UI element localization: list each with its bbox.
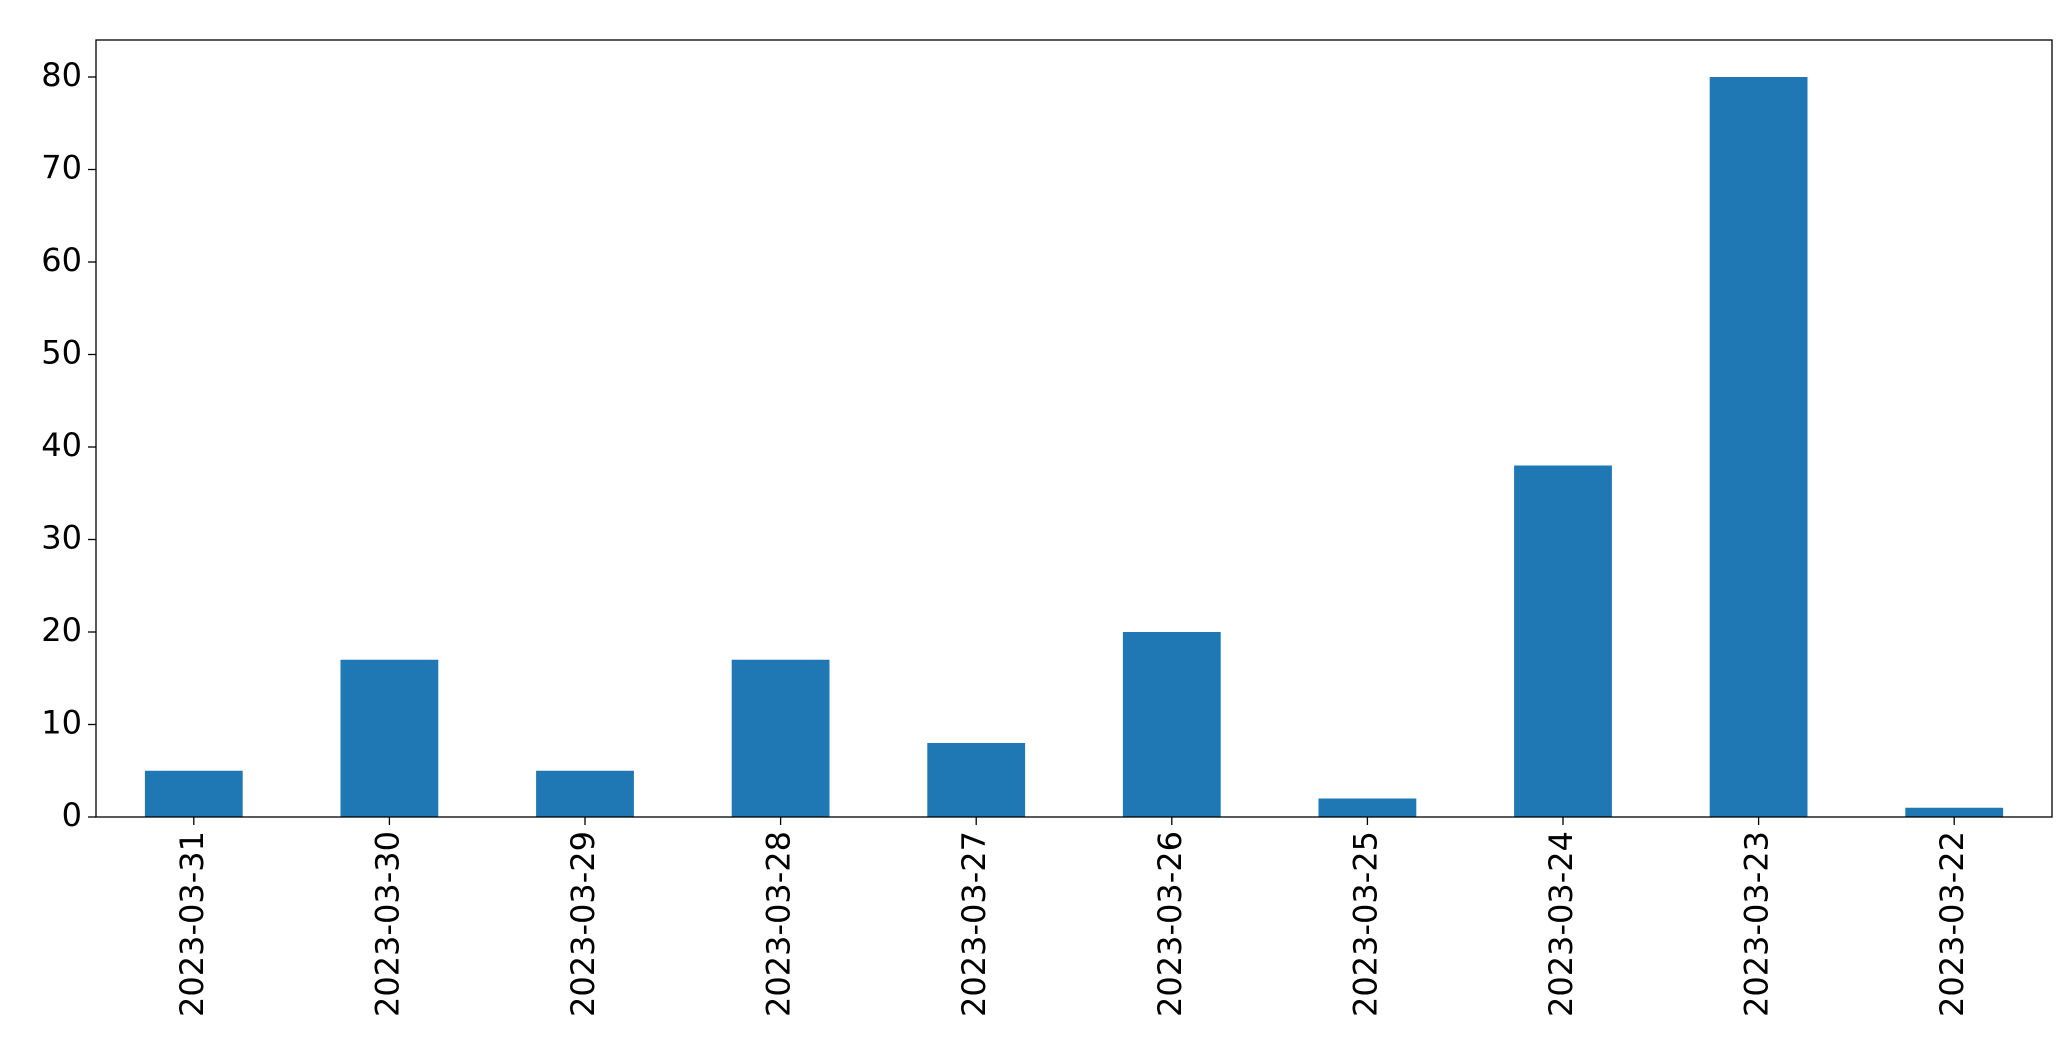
x-tick-label: 2023-03-31 bbox=[173, 831, 211, 1017]
plot-frame bbox=[95, 39, 2053, 818]
x-tick-label: 2023-03-27 bbox=[955, 831, 993, 1017]
bar bbox=[144, 770, 243, 817]
y-tick-label: 0 bbox=[62, 796, 82, 834]
bar bbox=[1318, 798, 1417, 817]
x-tick-label: 2023-03-24 bbox=[1542, 831, 1580, 1017]
y-tick-label: 80 bbox=[41, 56, 82, 94]
x-tick-label: 2023-03-25 bbox=[1346, 831, 1384, 1017]
bar bbox=[536, 770, 634, 817]
y-tick-label: 30 bbox=[41, 519, 82, 557]
x-tick-label: 2023-03-22 bbox=[1933, 831, 1971, 1017]
x-tick-label: 2023-03-30 bbox=[368, 831, 406, 1017]
bar bbox=[731, 659, 830, 817]
x-tick-label: 2023-03-23 bbox=[1738, 831, 1776, 1017]
x-tick-label: 2023-03-26 bbox=[1151, 831, 1189, 1017]
bar bbox=[927, 743, 1026, 817]
y-tick-label: 60 bbox=[41, 241, 82, 279]
bar bbox=[1709, 77, 1808, 817]
y-tick-label: 10 bbox=[41, 704, 82, 742]
y-tick-label: 20 bbox=[41, 611, 82, 649]
bar bbox=[1122, 632, 1221, 817]
y-tick-label: 50 bbox=[41, 334, 82, 372]
x-tick-label: 2023-03-28 bbox=[760, 831, 798, 1017]
bar bbox=[1514, 465, 1612, 817]
bar bbox=[340, 659, 439, 817]
y-tick-label: 70 bbox=[41, 149, 82, 187]
bar bbox=[1905, 807, 2004, 817]
y-tick-label: 40 bbox=[41, 426, 82, 464]
x-tick-label: 2023-03-29 bbox=[564, 831, 602, 1017]
